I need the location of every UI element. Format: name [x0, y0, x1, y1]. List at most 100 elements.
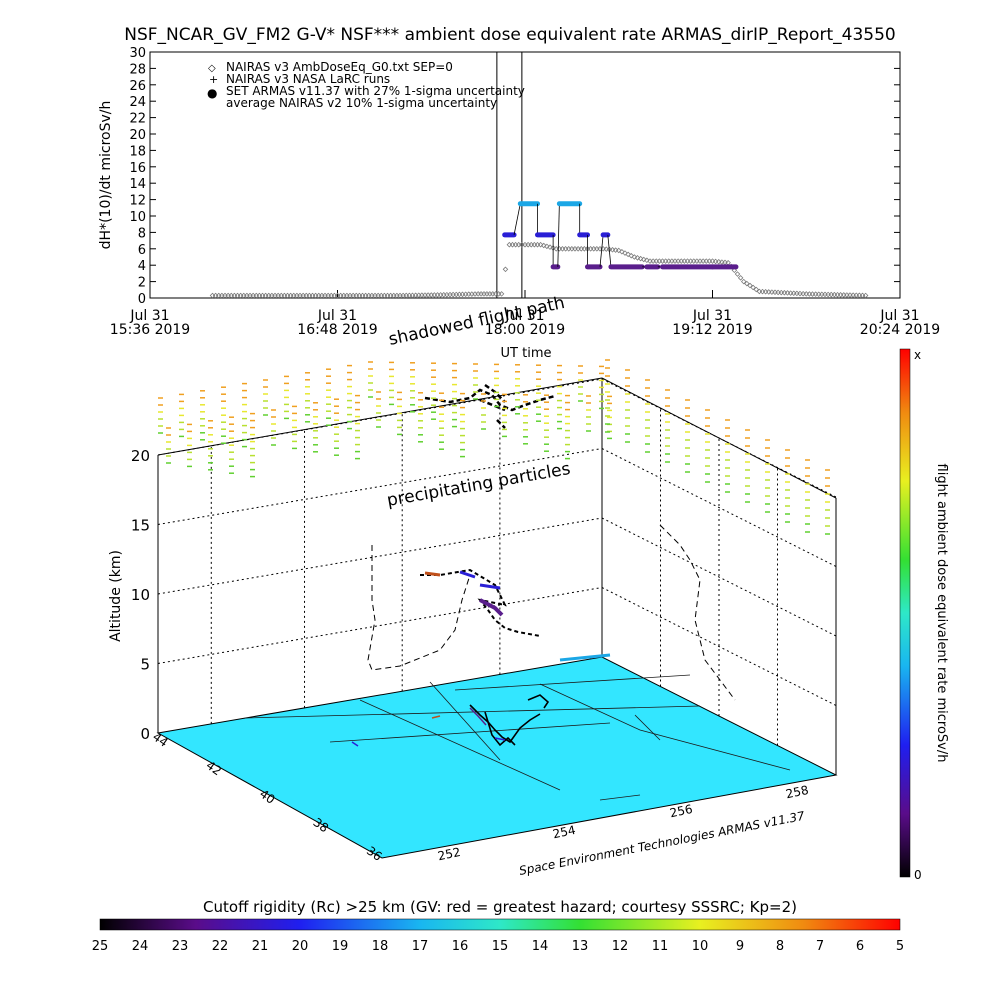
nairas-point [300, 292, 306, 299]
nairas-point [669, 258, 675, 264]
y-tick-label: 28 [129, 62, 146, 77]
nairas-point [328, 292, 335, 299]
nairas-point [640, 256, 647, 263]
nairas-point [478, 291, 484, 297]
longitude-tick-label: 252 [437, 845, 462, 863]
wall-gridline [157, 517, 603, 595]
dose-colorbar-bottom: 0 [914, 868, 922, 882]
nairas-point [562, 246, 569, 252]
nairas-point [656, 258, 663, 264]
nairas-point [594, 246, 600, 252]
nairas-point [703, 258, 710, 264]
nairas-point [625, 251, 631, 258]
nairas-point [350, 292, 356, 299]
dose-colorbar-bar [899, 348, 911, 878]
nairas-point [237, 292, 244, 299]
rigidity-tick-label: 13 [572, 939, 589, 954]
nairas-point [531, 241, 538, 248]
nairas-point [684, 258, 691, 264]
nairas-point [690, 258, 697, 264]
nairas-point [228, 292, 235, 299]
dose-colorbar-label: flight ambient dose equivalent rate micr… [934, 464, 949, 763]
rigidity-tick-label: 17 [412, 939, 429, 954]
nairas-point [750, 284, 756, 291]
nairas-point [281, 292, 288, 299]
x-tick-label-time: 20:24 2019 [860, 322, 940, 338]
nairas-point [362, 292, 369, 299]
nairas-point [706, 258, 713, 264]
rigidity-tick-label: 10 [692, 939, 709, 954]
nairas-point [247, 292, 253, 299]
rigidity-tick-label: 8 [776, 939, 784, 954]
precipitating-particles [158, 359, 830, 535]
shadow-top-cluster [424, 383, 556, 429]
wall-gridline [601, 378, 837, 498]
flight-path-colored [424, 571, 441, 577]
nairas-point [303, 292, 310, 299]
nairas-point [694, 258, 700, 264]
nairas-point [375, 292, 381, 299]
nairas-point [322, 292, 328, 299]
longitude-tick-label: 258 [785, 783, 810, 801]
nairas-point [681, 258, 688, 264]
nairas-point [331, 292, 338, 299]
nairas-point [231, 292, 238, 299]
nairas-point [522, 241, 528, 248]
y-tick-label: 22 [129, 112, 146, 127]
altitude-ticks: 0 5 10 15 20 [131, 447, 150, 743]
floor-borders [244, 674, 791, 801]
nairas-point [747, 282, 753, 289]
nairas-point [359, 292, 366, 299]
nairas-point [365, 292, 372, 299]
wall-grid [157, 378, 837, 746]
nairas-point [356, 292, 363, 299]
nairas-point [306, 292, 313, 299]
rigidity-tick-label: 11 [652, 939, 669, 954]
nairas-point [394, 292, 400, 299]
y-tick-label: 20 [129, 128, 146, 143]
nairas-point [253, 292, 260, 299]
nairas-point [862, 292, 869, 299]
altitude-tick-label: 0 [140, 725, 150, 743]
nairas-point [498, 291, 505, 297]
flight-path-colored [459, 570, 476, 579]
nairas-point [569, 246, 575, 252]
nairas-point [506, 241, 513, 248]
nairas-point [512, 241, 519, 248]
legend-symbol-nairas-v3: ◇ [208, 63, 216, 74]
rigidity-colorbar-bar [99, 918, 901, 931]
y-tick-label: 2 [138, 276, 146, 291]
nairas-point [665, 258, 672, 264]
rigidity-tick-label: 7 [816, 939, 824, 954]
nairas-point [559, 246, 566, 252]
wall-gridline [157, 378, 603, 456]
rigidity-colorbar-label: Cutoff rigidity (Rc) >25 km (GV: red = g… [203, 898, 797, 916]
nairas-point [753, 286, 760, 293]
nairas-point [575, 246, 581, 252]
nairas-point [634, 255, 641, 261]
dose-colorbar: x 0 flight ambient dose equivalent rate … [899, 348, 949, 882]
nairas-point [578, 246, 585, 252]
nairas-point [672, 258, 678, 264]
nairas-point [490, 291, 496, 297]
longitude-tick-label: 254 [552, 823, 577, 841]
rigidity-ticks: 25 24 23 22 21 20 19 18 17 16 15 14 13 12 11 10 9 8 7 6 5 [92, 939, 904, 954]
nairas-point [256, 292, 263, 299]
rigidity-tick-label: 23 [172, 939, 189, 954]
nairas-point [622, 250, 628, 256]
nairas-point [284, 292, 291, 299]
nairas-point [737, 275, 744, 281]
nairas-point [565, 246, 572, 252]
timeseries-plot: dH*(10)/dt microSv/h 0246810121416182022… [98, 46, 940, 361]
timeseries-spikes [496, 52, 523, 298]
chart-title: NSF_NCAR_GV_FM2 G-V* NSF*** ambient dose… [124, 25, 895, 45]
nairas-point [687, 258, 694, 264]
nairas-point [390, 292, 397, 299]
nairas-point [615, 247, 622, 254]
timeseries-xlabel: UT time [501, 346, 552, 361]
nairas-point [547, 244, 553, 250]
wall-shadow-track [367, 545, 471, 671]
longitude-tick-label: 256 [669, 802, 694, 820]
rigidity-tick-label: 5 [896, 939, 904, 954]
wall-gridline [601, 587, 837, 706]
